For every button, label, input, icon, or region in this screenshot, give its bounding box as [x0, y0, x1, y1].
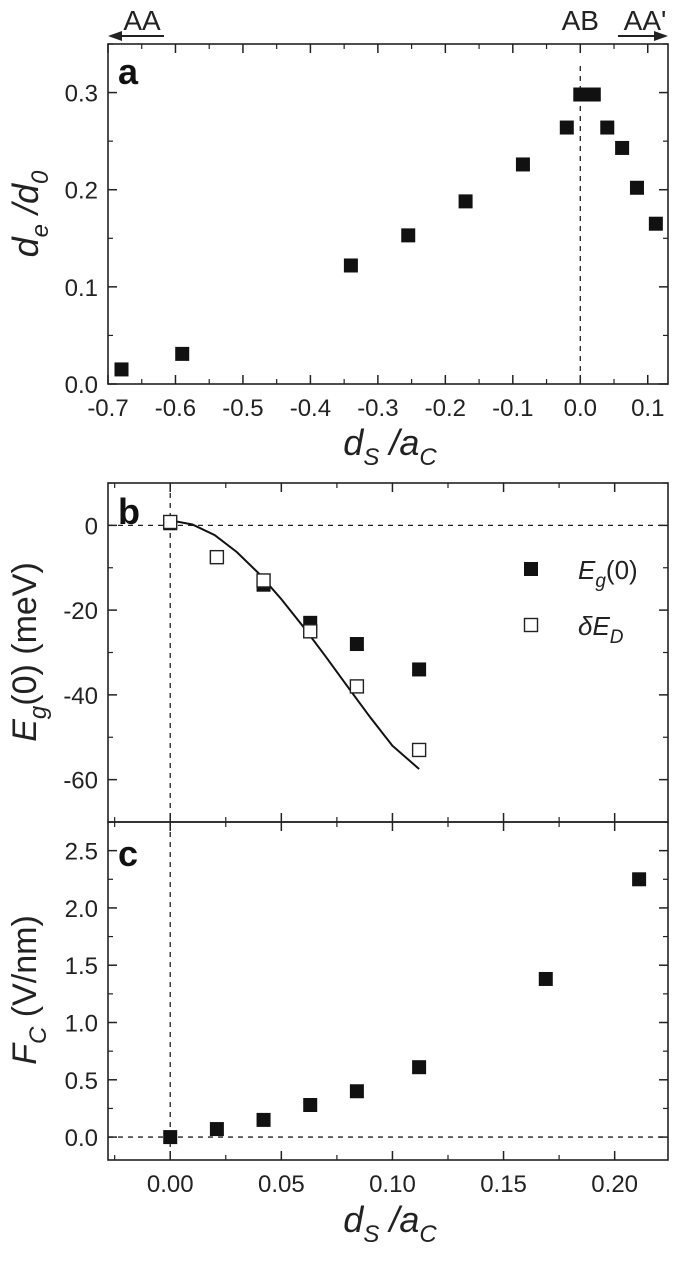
panel-b-point-de — [256, 573, 271, 588]
panel-a-ytick-label: 0.3 — [65, 81, 98, 108]
panel-a-ytick-label: 0.1 — [65, 275, 98, 302]
panel-a-point — [600, 120, 615, 135]
panel-b-point-de — [349, 679, 365, 694]
panel-b-frame — [107, 482, 669, 823]
panel-c-xtick-label: 0.20 — [591, 1171, 638, 1198]
panel-a-xtick-label: -0.2 — [425, 395, 466, 422]
panel-b-ylabel: Eg(0) (meV) — [6, 562, 52, 742]
panel-b-ytick-label: -40 — [63, 683, 98, 710]
marker-ab-label: AB — [562, 5, 599, 36]
panel-c-point — [163, 1130, 178, 1145]
marker-aa-prime-label: AA' — [624, 5, 667, 36]
panel-c-point — [632, 872, 647, 887]
panel-c-ytick-label: 2.5 — [65, 839, 98, 866]
panel-a-frame — [107, 43, 669, 385]
panel-c-xlabel: dS /aC — [343, 1199, 437, 1248]
panel-a-xtick-label: -0.7 — [87, 395, 128, 422]
panel-a-letter: a — [118, 51, 139, 92]
panel-b-letter: b — [118, 491, 140, 532]
panel-c-xtick-label: 0.10 — [369, 1171, 416, 1198]
panel-b-point-de — [209, 549, 225, 565]
panel-a-xtick-label: -0.1 — [492, 395, 533, 422]
marker-aa-prime-arrow-head — [654, 31, 668, 41]
panel-b: 0 -20 -40 -60 b Eg(0) δED Eg(0) (meV) — [6, 482, 669, 823]
marker-aa-label: AA — [123, 5, 161, 36]
panel-c-xtick-label: 0.15 — [480, 1171, 527, 1198]
panel-a-ytick-label: 0.0 — [65, 372, 98, 399]
panel-a-xtick-label: -0.5 — [222, 395, 263, 422]
panel-a-xlabel: dS /aC — [343, 422, 437, 471]
panel-b-point-eg — [412, 662, 427, 677]
panel-a-point — [401, 228, 416, 243]
panel-c-point — [303, 1098, 318, 1113]
panel-c-point — [538, 971, 553, 986]
panel-a-point — [114, 362, 129, 377]
panel-a-xtick-label: 0.1 — [631, 395, 664, 422]
panel-a-point — [559, 120, 574, 135]
panel-a-ylabel: de /d0 — [5, 170, 54, 257]
panel-c-ytick-label: 1.0 — [65, 1011, 98, 1038]
panel-b-ytick-label: 0 — [85, 513, 98, 540]
panel-c-ytick-label: 2.0 — [65, 896, 98, 923]
panel-a-xtick-label: -0.6 — [155, 395, 196, 422]
panel-a-point — [343, 258, 358, 273]
panel-a-point — [629, 180, 644, 195]
panel-a-point — [648, 216, 663, 231]
panel-a-point — [175, 346, 190, 361]
panel-c-letter: c — [118, 833, 138, 874]
legend-eg-label: Eg(0) — [578, 555, 638, 592]
legend-de-marker — [523, 617, 539, 633]
panel-a-point — [515, 157, 530, 172]
panel-c-xtick-label: 0.05 — [258, 1171, 305, 1198]
panel-c-frame — [107, 821, 669, 1161]
panel-c-ytick-label: 0.5 — [65, 1068, 98, 1095]
marker-aa-arrow-head — [108, 31, 122, 41]
panel-c-ytick-label: 0.0 — [65, 1125, 98, 1152]
panel-a-ytick-label: 0.2 — [65, 178, 98, 205]
legend-de-label: δED — [578, 611, 624, 648]
panel-c-point — [412, 1060, 427, 1075]
panel-c-ylabel: FC (V/nm) — [6, 915, 52, 1065]
panel-a-point — [573, 87, 588, 102]
panel-c-ytick-label: 1.5 — [65, 953, 98, 980]
panel-a-point — [586, 87, 601, 102]
legend-eg-marker — [524, 562, 538, 576]
panel-b-fit-curve — [170, 519, 420, 770]
panel-a: 0.0 0.1 0.2 0.3 -0.7 -0.6 -0.5 -0.4 -0.3 -0.2 -0.1… — [5, 5, 669, 471]
panel-b-point-eg — [349, 637, 364, 652]
panel-b-ytick-label: -20 — [63, 598, 98, 625]
panel-c-point — [256, 1112, 271, 1127]
panel-b-point-de — [163, 514, 178, 530]
panel-a-point — [458, 194, 473, 209]
panel-c-xtick-label: 0.00 — [147, 1171, 194, 1198]
panel-a-xtick-label: -0.3 — [357, 395, 398, 422]
panel-c-point — [209, 1122, 224, 1137]
panel-a-xtick-label: -0.4 — [290, 395, 331, 422]
panel-c: 0.0 0.5 1.0 1.5 2.0 2.5 0.00 0.05 0.10 0.15 0.20 c d… — [6, 821, 669, 1248]
panel-b-ytick-label: -60 — [63, 768, 98, 795]
panel-b-point-de — [411, 742, 427, 758]
panel-a-point — [615, 140, 630, 155]
panel-c-point — [349, 1084, 364, 1099]
panel-a-xtick-label: 0.0 — [564, 395, 597, 422]
panel-b-point-de — [303, 624, 318, 639]
